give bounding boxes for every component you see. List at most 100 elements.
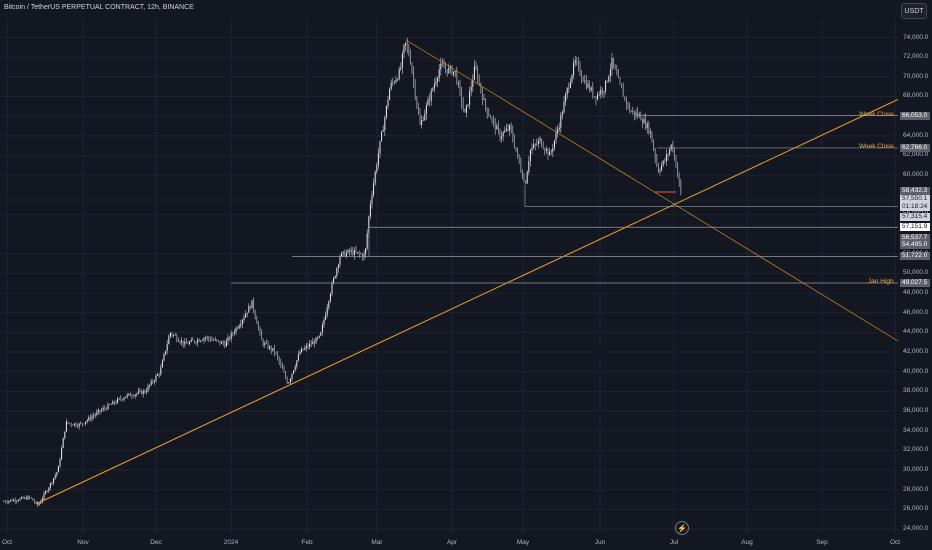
- candle-body: [246, 312, 248, 314]
- candle-body: [528, 161, 530, 173]
- candle-body: [352, 250, 354, 255]
- candle-body: [518, 154, 520, 163]
- candle-body: [451, 66, 453, 75]
- candle-body: [389, 89, 391, 101]
- candle-body: [365, 248, 367, 255]
- candle-body: [502, 132, 504, 137]
- candle-body: [485, 99, 487, 108]
- candle-body: [273, 348, 275, 353]
- candle-body: [81, 423, 83, 424]
- candle-body: [73, 423, 75, 426]
- candle-body: [478, 80, 480, 84]
- time-tick-label: Aug: [741, 539, 753, 546]
- descending-trendline: [405, 39, 899, 342]
- candle-body: [208, 337, 210, 339]
- candle-body: [43, 493, 45, 499]
- candle-body: [454, 71, 456, 72]
- candle-body: [542, 146, 544, 149]
- candle-body: [461, 90, 463, 104]
- candle-body: [574, 60, 576, 63]
- candle-body: [638, 114, 640, 117]
- candle-body: [553, 140, 555, 149]
- candle-body: [118, 398, 120, 399]
- candle-body: [654, 149, 656, 159]
- time-tick-label: Nov: [77, 539, 89, 546]
- candle-body: [195, 342, 197, 343]
- candle-body: [27, 496, 29, 500]
- candle-body: [329, 293, 331, 302]
- candle-body: [344, 251, 346, 257]
- candle-body: [222, 341, 224, 344]
- candle-body: [99, 410, 101, 412]
- candle-body: [456, 71, 458, 84]
- candle-body: [507, 128, 509, 131]
- price-tick-label: 36,000.0: [903, 407, 929, 415]
- candle-body: [421, 120, 423, 125]
- candle-body: [403, 44, 405, 54]
- candle-body: [270, 346, 272, 351]
- candle-body: [675, 156, 677, 168]
- candle-body: [677, 167, 679, 174]
- candle-body: [416, 96, 418, 106]
- candle-body: [336, 268, 338, 276]
- lightning-icon[interactable]: ⚡: [675, 521, 689, 535]
- candle-body: [573, 62, 575, 75]
- candle-body: [301, 348, 303, 353]
- candle-body: [243, 317, 245, 320]
- candle-body: [14, 499, 16, 502]
- candle-body: [640, 114, 642, 121]
- candle-body: [510, 125, 512, 131]
- candle-body: [499, 129, 501, 139]
- candle-body: [123, 397, 125, 400]
- candle-body: [512, 130, 514, 140]
- candle-body: [390, 82, 392, 90]
- price-marker: 01:18:24: [900, 203, 930, 212]
- candle-body: [381, 131, 383, 142]
- candle-body: [203, 338, 205, 341]
- candle-body: [523, 178, 525, 181]
- candle-body: [101, 409, 103, 412]
- candle-body: [33, 500, 35, 503]
- candle-body: [70, 423, 72, 425]
- candle-body: [585, 80, 587, 88]
- candle-body: [149, 384, 151, 387]
- candle-body: [526, 172, 528, 184]
- candle-body: [422, 120, 424, 121]
- candle-body: [536, 144, 538, 145]
- candle-body: [24, 497, 26, 499]
- candle-body: [590, 87, 592, 91]
- candle-body: [549, 151, 551, 156]
- candle-body: [448, 67, 450, 73]
- candle-body: [229, 337, 231, 339]
- candle-body: [57, 466, 59, 473]
- candle-body: [413, 72, 415, 82]
- candle-body: [141, 390, 143, 395]
- candle-body: [134, 394, 136, 397]
- candle-body: [56, 472, 58, 476]
- price-tick-label: 26,000.0: [903, 505, 929, 513]
- candle-body: [432, 88, 434, 91]
- candle-body: [125, 396, 127, 398]
- candle-body: [312, 341, 314, 345]
- candle-body: [643, 119, 645, 124]
- currency-button[interactable]: USDT: [901, 3, 927, 19]
- candle-body: [19, 498, 21, 501]
- candle-body: [635, 112, 637, 116]
- time-tick-label: Oct: [1, 539, 13, 546]
- candle-body: [29, 496, 31, 498]
- candle-body: [309, 343, 311, 347]
- candle-body: [419, 113, 421, 125]
- price-marker: 49,027.5: [900, 278, 930, 287]
- candle-body: [539, 138, 541, 141]
- candle-body: [280, 361, 282, 365]
- time-tick-label: Mar: [371, 539, 383, 546]
- candle-body: [129, 393, 131, 397]
- candle-body: [221, 341, 223, 344]
- candle-body: [80, 423, 82, 424]
- candle-body: [21, 497, 23, 499]
- candle-body: [185, 341, 187, 344]
- candle-body: [363, 254, 365, 258]
- candle-body: [409, 54, 411, 64]
- candle-body: [558, 127, 560, 130]
